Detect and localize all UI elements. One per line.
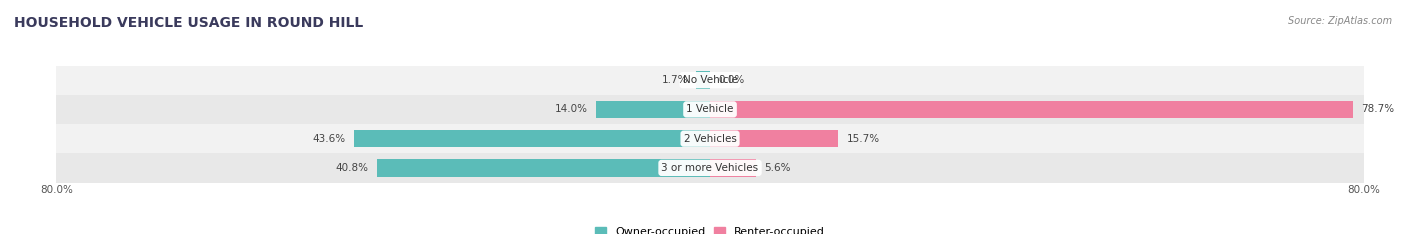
Bar [56,95,1364,124]
Text: HOUSEHOLD VEHICLE USAGE IN ROUND HILL: HOUSEHOLD VEHICLE USAGE IN ROUND HILL [14,16,363,30]
Text: 3 or more Vehicles: 3 or more Vehicles [661,163,759,173]
Text: 5.6%: 5.6% [763,163,790,173]
Bar [354,130,710,147]
Text: Source: ZipAtlas.com: Source: ZipAtlas.com [1288,16,1392,26]
Text: 78.7%: 78.7% [1361,104,1395,114]
Legend: Owner-occupied, Renter-occupied: Owner-occupied, Renter-occupied [591,222,830,234]
Text: 40.8%: 40.8% [336,163,368,173]
Bar [596,101,710,118]
Bar [56,66,1364,95]
Text: 0.0%: 0.0% [718,75,744,85]
Text: 2 Vehicles: 2 Vehicles [683,134,737,144]
Text: No Vehicle: No Vehicle [682,75,738,85]
Bar [56,124,1364,153]
Bar [56,153,1364,183]
Text: 14.0%: 14.0% [554,104,588,114]
Bar [696,71,710,89]
Bar [377,159,710,177]
Bar [710,130,838,147]
Bar [710,159,756,177]
Text: 1 Vehicle: 1 Vehicle [686,104,734,114]
Bar [710,101,1353,118]
Text: 43.6%: 43.6% [312,134,346,144]
Text: 15.7%: 15.7% [846,134,880,144]
Text: 1.7%: 1.7% [661,75,688,85]
